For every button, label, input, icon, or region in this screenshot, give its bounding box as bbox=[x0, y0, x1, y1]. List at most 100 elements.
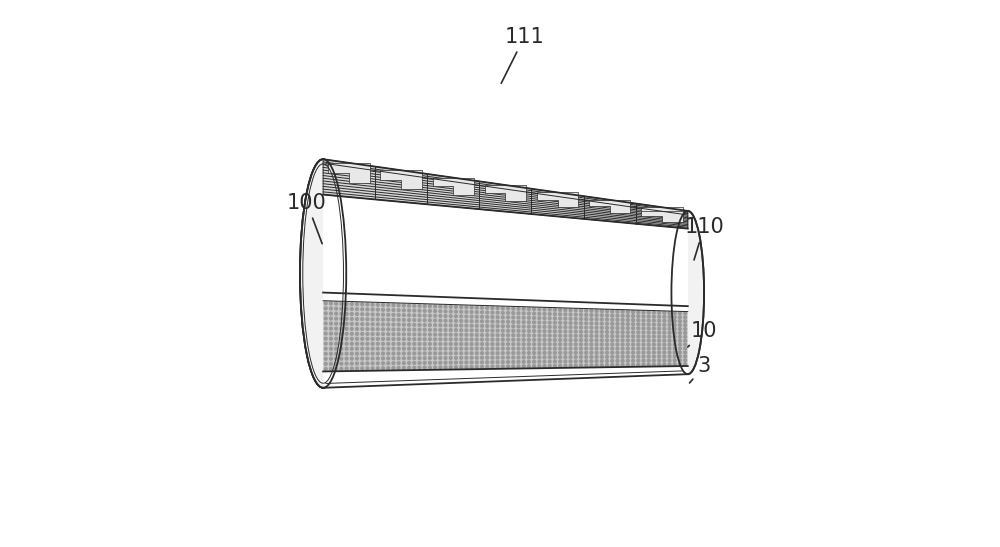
Circle shape bbox=[684, 312, 687, 315]
Circle shape bbox=[491, 365, 494, 368]
Circle shape bbox=[481, 347, 483, 350]
Circle shape bbox=[616, 364, 619, 366]
Circle shape bbox=[611, 343, 614, 346]
Circle shape bbox=[512, 316, 515, 319]
Circle shape bbox=[345, 357, 348, 360]
Circle shape bbox=[376, 347, 379, 350]
Circle shape bbox=[444, 347, 447, 350]
Circle shape bbox=[455, 347, 457, 350]
Circle shape bbox=[434, 352, 436, 354]
Circle shape bbox=[481, 329, 483, 332]
Polygon shape bbox=[641, 207, 683, 219]
Circle shape bbox=[475, 352, 478, 354]
Circle shape bbox=[554, 309, 556, 311]
Circle shape bbox=[475, 334, 478, 336]
Circle shape bbox=[533, 356, 535, 359]
Circle shape bbox=[679, 359, 681, 362]
Circle shape bbox=[340, 307, 343, 310]
Circle shape bbox=[679, 351, 681, 354]
Circle shape bbox=[621, 356, 624, 358]
Circle shape bbox=[647, 327, 650, 330]
Circle shape bbox=[335, 333, 338, 335]
Circle shape bbox=[522, 307, 525, 310]
Circle shape bbox=[361, 313, 364, 316]
Circle shape bbox=[647, 339, 650, 342]
Circle shape bbox=[501, 352, 504, 354]
Circle shape bbox=[679, 320, 681, 323]
Circle shape bbox=[543, 343, 546, 346]
Circle shape bbox=[590, 330, 593, 333]
Circle shape bbox=[590, 310, 593, 312]
Circle shape bbox=[345, 333, 348, 335]
Circle shape bbox=[371, 352, 374, 355]
Circle shape bbox=[642, 335, 645, 338]
Circle shape bbox=[449, 319, 452, 322]
Circle shape bbox=[559, 347, 561, 350]
Circle shape bbox=[376, 318, 379, 321]
Circle shape bbox=[684, 351, 687, 354]
Circle shape bbox=[350, 357, 353, 360]
Circle shape bbox=[371, 337, 374, 340]
Circle shape bbox=[324, 312, 327, 315]
Circle shape bbox=[356, 308, 358, 311]
Circle shape bbox=[611, 356, 614, 358]
Polygon shape bbox=[537, 193, 578, 207]
Circle shape bbox=[569, 317, 572, 320]
Circle shape bbox=[361, 328, 364, 330]
Circle shape bbox=[590, 364, 593, 366]
Circle shape bbox=[470, 324, 473, 327]
Circle shape bbox=[423, 333, 426, 336]
Circle shape bbox=[647, 359, 650, 362]
Circle shape bbox=[580, 343, 582, 346]
Circle shape bbox=[668, 319, 671, 322]
Circle shape bbox=[496, 347, 499, 350]
Circle shape bbox=[647, 351, 650, 354]
Circle shape bbox=[554, 330, 556, 333]
Circle shape bbox=[585, 343, 588, 346]
Circle shape bbox=[647, 343, 650, 346]
Circle shape bbox=[324, 317, 327, 320]
Circle shape bbox=[548, 309, 551, 311]
Circle shape bbox=[574, 313, 577, 316]
Circle shape bbox=[408, 319, 410, 321]
Circle shape bbox=[528, 347, 530, 350]
Circle shape bbox=[632, 363, 634, 366]
Circle shape bbox=[632, 327, 634, 330]
Circle shape bbox=[397, 309, 400, 312]
Circle shape bbox=[642, 339, 645, 342]
Circle shape bbox=[501, 325, 504, 328]
Circle shape bbox=[356, 323, 358, 325]
Circle shape bbox=[548, 334, 551, 337]
Circle shape bbox=[653, 347, 655, 350]
Circle shape bbox=[626, 347, 629, 350]
Circle shape bbox=[366, 352, 369, 355]
Circle shape bbox=[673, 355, 676, 358]
Circle shape bbox=[350, 323, 353, 325]
Circle shape bbox=[543, 352, 546, 354]
Circle shape bbox=[580, 330, 582, 333]
Circle shape bbox=[621, 339, 624, 342]
Circle shape bbox=[512, 312, 515, 315]
Circle shape bbox=[387, 318, 390, 321]
Circle shape bbox=[501, 356, 504, 359]
Circle shape bbox=[376, 328, 379, 330]
Circle shape bbox=[361, 357, 364, 360]
Circle shape bbox=[382, 328, 384, 330]
Circle shape bbox=[397, 337, 400, 340]
Circle shape bbox=[423, 314, 426, 317]
Circle shape bbox=[574, 330, 577, 333]
Circle shape bbox=[387, 352, 390, 355]
Circle shape bbox=[642, 315, 645, 318]
Circle shape bbox=[481, 365, 483, 368]
Circle shape bbox=[350, 367, 353, 370]
Circle shape bbox=[444, 329, 447, 331]
Circle shape bbox=[455, 329, 457, 331]
Circle shape bbox=[387, 342, 390, 345]
Circle shape bbox=[507, 329, 509, 332]
Circle shape bbox=[543, 347, 546, 350]
Circle shape bbox=[501, 334, 504, 336]
Circle shape bbox=[403, 328, 405, 331]
Circle shape bbox=[600, 347, 603, 350]
Circle shape bbox=[564, 360, 567, 363]
Circle shape bbox=[423, 328, 426, 331]
